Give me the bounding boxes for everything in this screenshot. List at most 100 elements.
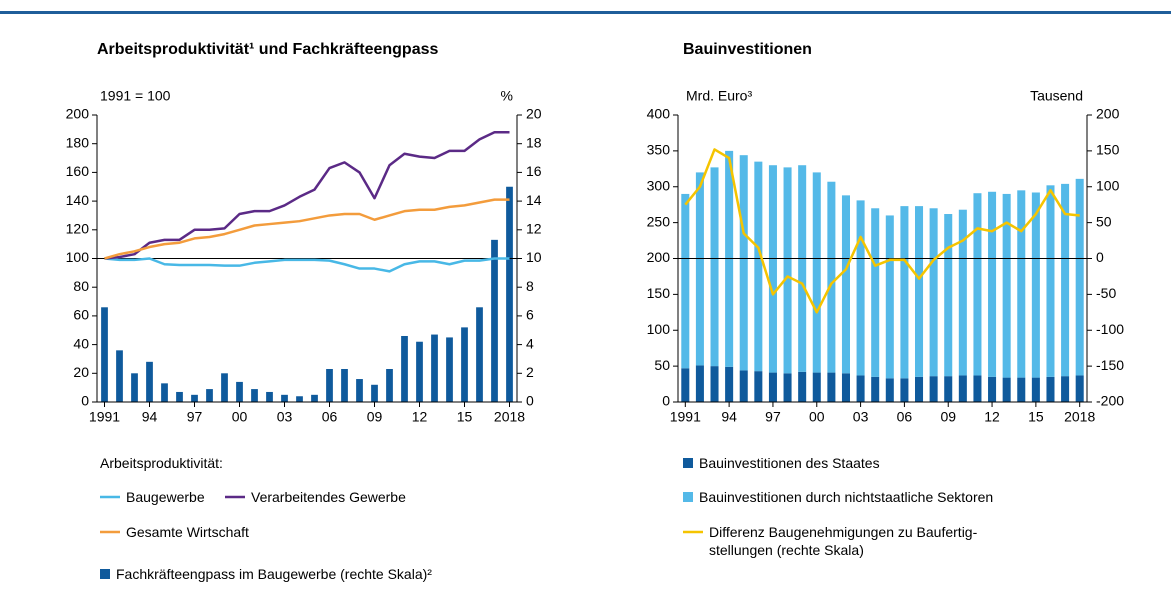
y2-tick-label: 50 bbox=[1096, 213, 1112, 229]
legend-label: Verarbeitendes Gewerbe bbox=[251, 489, 406, 505]
y-tick-label: 150 bbox=[647, 285, 671, 301]
y-tick-label: 0 bbox=[81, 393, 89, 409]
x-tick-label: 15 bbox=[457, 409, 473, 425]
bar bbox=[958, 375, 967, 402]
bar bbox=[236, 381, 243, 402]
bar bbox=[461, 327, 468, 402]
x-tick-label: 12 bbox=[412, 409, 428, 425]
x-tick-label: 2018 bbox=[494, 409, 525, 425]
x-tick-label: 2018 bbox=[1064, 409, 1095, 425]
y2-tick-label: 14 bbox=[526, 192, 542, 208]
bar bbox=[221, 373, 228, 402]
y2-tick-label: 0 bbox=[1096, 249, 1104, 265]
bar bbox=[915, 206, 924, 377]
bar bbox=[695, 172, 704, 366]
line bbox=[684, 148, 1080, 314]
y-tick-label: 100 bbox=[647, 321, 671, 337]
bar bbox=[783, 373, 792, 402]
bar bbox=[900, 206, 909, 379]
x-tick-label: 94 bbox=[142, 409, 158, 425]
y-tick-label: 140 bbox=[66, 192, 90, 208]
y2-tick-label: -200 bbox=[1096, 393, 1124, 409]
x-tick-label: 12 bbox=[984, 409, 1000, 425]
x-tick-label: 03 bbox=[853, 409, 869, 425]
y-tick-label: 400 bbox=[647, 106, 671, 122]
y-tick-label: 20 bbox=[73, 364, 89, 380]
y2-axis-unit: % bbox=[501, 88, 513, 104]
y2-tick-label: 16 bbox=[526, 163, 542, 179]
y2-tick-label: 4 bbox=[526, 335, 534, 351]
top-rule bbox=[0, 11, 1171, 14]
bar bbox=[798, 165, 807, 372]
x-tick-label: 03 bbox=[277, 409, 293, 425]
bar bbox=[206, 389, 213, 402]
bar bbox=[1061, 376, 1070, 402]
y2-tick-label: 100 bbox=[1096, 177, 1120, 193]
bar bbox=[944, 376, 953, 402]
bar bbox=[161, 383, 168, 402]
bar bbox=[491, 239, 498, 402]
bar bbox=[476, 307, 483, 402]
bar bbox=[281, 394, 288, 402]
bar bbox=[1046, 376, 1055, 402]
y-tick-label: 40 bbox=[73, 335, 89, 351]
y2-tick-label: -150 bbox=[1096, 357, 1124, 373]
bar bbox=[1075, 178, 1084, 376]
bar bbox=[1017, 377, 1026, 402]
bar bbox=[973, 375, 982, 402]
x-tick-label: 00 bbox=[809, 409, 825, 425]
y2-tick-label: 150 bbox=[1096, 142, 1120, 158]
bar bbox=[929, 208, 938, 377]
bar bbox=[812, 372, 821, 402]
bar bbox=[176, 391, 183, 402]
bar bbox=[266, 391, 273, 402]
bar bbox=[506, 186, 513, 402]
y2-tick-label: 10 bbox=[526, 249, 542, 265]
y2-tick-label: 0 bbox=[526, 393, 534, 409]
bar bbox=[885, 378, 894, 402]
bar bbox=[841, 373, 850, 402]
bar bbox=[1002, 193, 1011, 378]
chart-title: Bauinvestitionen bbox=[683, 41, 812, 58]
bar bbox=[988, 376, 997, 402]
bar bbox=[871, 208, 880, 377]
bar bbox=[681, 368, 690, 402]
bar bbox=[695, 365, 704, 402]
legend-label: Differenz Baugenehmigungen zu Baufertig-… bbox=[709, 524, 978, 558]
bar bbox=[798, 371, 807, 402]
bar bbox=[191, 394, 198, 402]
y-tick-label: 350 bbox=[647, 142, 671, 158]
x-tick-label: 09 bbox=[367, 409, 383, 425]
bar bbox=[841, 195, 850, 374]
x-tick-label: 97 bbox=[765, 409, 781, 425]
y2-tick-label: 18 bbox=[526, 134, 542, 150]
bar bbox=[431, 334, 438, 402]
legend-title: Arbeitsproduktivität: bbox=[100, 455, 223, 471]
y-tick-label: 0 bbox=[662, 393, 670, 409]
y-tick-label: 200 bbox=[66, 106, 90, 122]
bar bbox=[296, 396, 303, 402]
y2-tick-label: 2 bbox=[526, 364, 534, 380]
bar bbox=[401, 335, 408, 402]
bar bbox=[386, 368, 393, 402]
bar bbox=[1031, 377, 1040, 402]
line bbox=[104, 198, 510, 260]
y2-tick-label: 20 bbox=[526, 106, 542, 122]
y2-tick-label: 8 bbox=[526, 278, 534, 294]
bar bbox=[827, 372, 836, 402]
legend-label: Bauinvestitionen des Staates bbox=[699, 455, 880, 471]
y-tick-label: 300 bbox=[647, 177, 671, 193]
bar bbox=[973, 193, 982, 376]
y2-tick-label: 200 bbox=[1096, 106, 1120, 122]
bar bbox=[783, 167, 792, 374]
bar bbox=[856, 375, 865, 402]
bar bbox=[1075, 375, 1084, 402]
bar bbox=[754, 161, 763, 372]
y-tick-label: 250 bbox=[647, 213, 671, 229]
legend-swatch bbox=[683, 458, 693, 468]
y-axis-unit: 1991 = 100 bbox=[100, 88, 171, 104]
y2-tick-label: -100 bbox=[1096, 321, 1124, 337]
bar bbox=[768, 372, 777, 402]
bar bbox=[681, 193, 690, 369]
